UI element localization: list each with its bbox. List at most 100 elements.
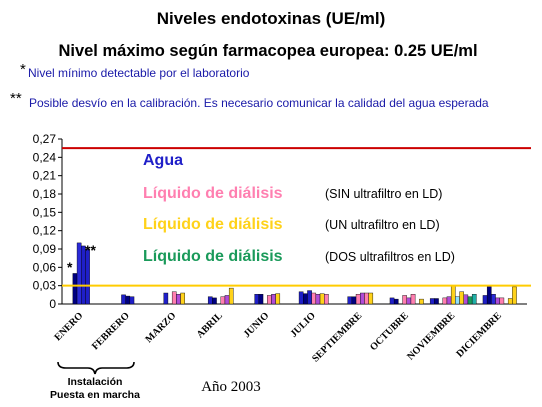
bar <box>364 292 369 305</box>
bar <box>303 293 308 305</box>
bar <box>267 295 272 305</box>
legend-agua-label: Agua <box>143 152 183 169</box>
y-tick-label: 0,21 <box>33 169 57 183</box>
x-tick-label: FEBRERO <box>90 310 132 352</box>
bar <box>212 297 217 305</box>
annotation-single-star: * <box>67 259 73 275</box>
legend-sin-suffix: (SIN ultrafiltro en LD) <box>325 187 442 201</box>
y-tick-label: 0,18 <box>33 187 57 201</box>
bar <box>254 294 260 305</box>
y-tick-label: 0,09 <box>33 242 57 256</box>
bar <box>419 298 424 305</box>
y-tick-label: 0 <box>49 297 56 311</box>
legend-sin-label: Líquido de diálisis <box>143 185 283 202</box>
bar <box>180 292 185 305</box>
bar <box>495 297 500 305</box>
bar <box>76 242 82 305</box>
note1-marker: * <box>20 61 26 78</box>
bar <box>463 294 469 305</box>
x-tick-label: SEPTIEMBRE <box>310 310 364 364</box>
bar <box>125 295 131 305</box>
bar <box>258 294 264 305</box>
x-tick-label: JUNIO <box>242 310 272 340</box>
bar <box>360 292 365 305</box>
y-tick-label: 0,06 <box>33 260 57 274</box>
bar <box>368 292 374 305</box>
y-tick-label: 0,24 <box>33 150 57 164</box>
bar <box>207 296 213 305</box>
bar <box>72 273 78 305</box>
bar <box>389 297 395 305</box>
bar <box>319 293 325 305</box>
bar <box>434 298 439 305</box>
bar <box>271 294 276 305</box>
bar <box>429 298 435 305</box>
bar <box>347 296 353 305</box>
x-tick-label: ENERO <box>52 310 85 343</box>
bar <box>450 285 456 305</box>
bar <box>402 295 407 305</box>
bar <box>311 292 317 305</box>
bar <box>406 297 412 305</box>
x-tick-label: MARZO <box>143 310 178 345</box>
bar <box>315 294 321 305</box>
x-tick-label: JULIO <box>288 310 318 340</box>
bracket-label-installation: Instalación <box>68 376 123 388</box>
installation-brace <box>57 361 135 375</box>
note2-text: Posible desvío en la calibración. Es nec… <box>29 96 489 110</box>
bar <box>85 248 90 305</box>
x-axis-title: Año 2003 <box>201 379 261 395</box>
x-axis-labels: ENERO FEBRERO MARZO ABRIL JUNIO JULIOSEPTIEMB… <box>52 310 504 364</box>
bar <box>220 296 226 305</box>
bar <box>486 285 492 305</box>
bar <box>228 287 234 305</box>
bar <box>455 296 460 305</box>
bar <box>163 292 169 305</box>
legend-dos-label: Líquido de diálisis <box>143 248 283 265</box>
note2-marker: ** <box>10 90 22 107</box>
bar-group <box>72 242 517 305</box>
bar <box>393 298 399 305</box>
note1-text: Nivel mínimo detectable por el laborator… <box>28 66 250 80</box>
x-tick-label: NOVIEMBRE <box>405 310 457 362</box>
legend-un-suffix: (UN ultrafiltro en LD) <box>325 218 440 232</box>
bar <box>129 296 135 305</box>
x-tick-label: OCTUBRE <box>368 310 411 353</box>
y-tick-label: 0,03 <box>33 279 57 293</box>
y-tick-label: 0,27 <box>33 132 57 146</box>
bar <box>410 294 416 305</box>
x-tick-label: DICIEMBRE <box>454 310 504 360</box>
annotation-double-star: ** <box>85 242 96 258</box>
y-tick-label: 0,12 <box>33 224 57 238</box>
legend-un-label: Líquido de diálisis <box>143 216 283 233</box>
bar <box>442 297 448 305</box>
chart-title: Niveles endotoxinas (UE/ml) <box>157 9 386 28</box>
bar <box>224 295 230 305</box>
bar <box>467 296 473 305</box>
bar <box>459 291 464 305</box>
bar <box>298 291 304 305</box>
bar <box>324 294 329 305</box>
bar <box>121 294 126 305</box>
bar <box>446 296 452 305</box>
bar <box>499 297 505 305</box>
bar <box>482 295 488 305</box>
bar <box>176 294 181 305</box>
bar <box>491 294 496 305</box>
y-axis-ticks: 0 0,03 0,06 0,09 0,12 0,15 0,18 0,21 0,24 0,27 <box>33 132 62 311</box>
bar <box>275 293 281 305</box>
bar <box>471 294 477 305</box>
bar <box>307 290 312 305</box>
bar <box>351 296 357 305</box>
chart-subtitle: Nivel máximo según farmacopea europea: 0… <box>58 42 477 60</box>
bar <box>512 286 517 305</box>
reference-lines <box>62 147 531 287</box>
legend-dos-suffix: (DOS ultrafiltros en LD) <box>325 250 455 264</box>
bar <box>355 294 361 305</box>
y-tick-label: 0,15 <box>33 205 57 219</box>
bar <box>171 291 177 305</box>
bracket-label-startup: Puesta en marcha <box>50 389 140 401</box>
x-tick-label: ABRIL <box>195 310 225 340</box>
